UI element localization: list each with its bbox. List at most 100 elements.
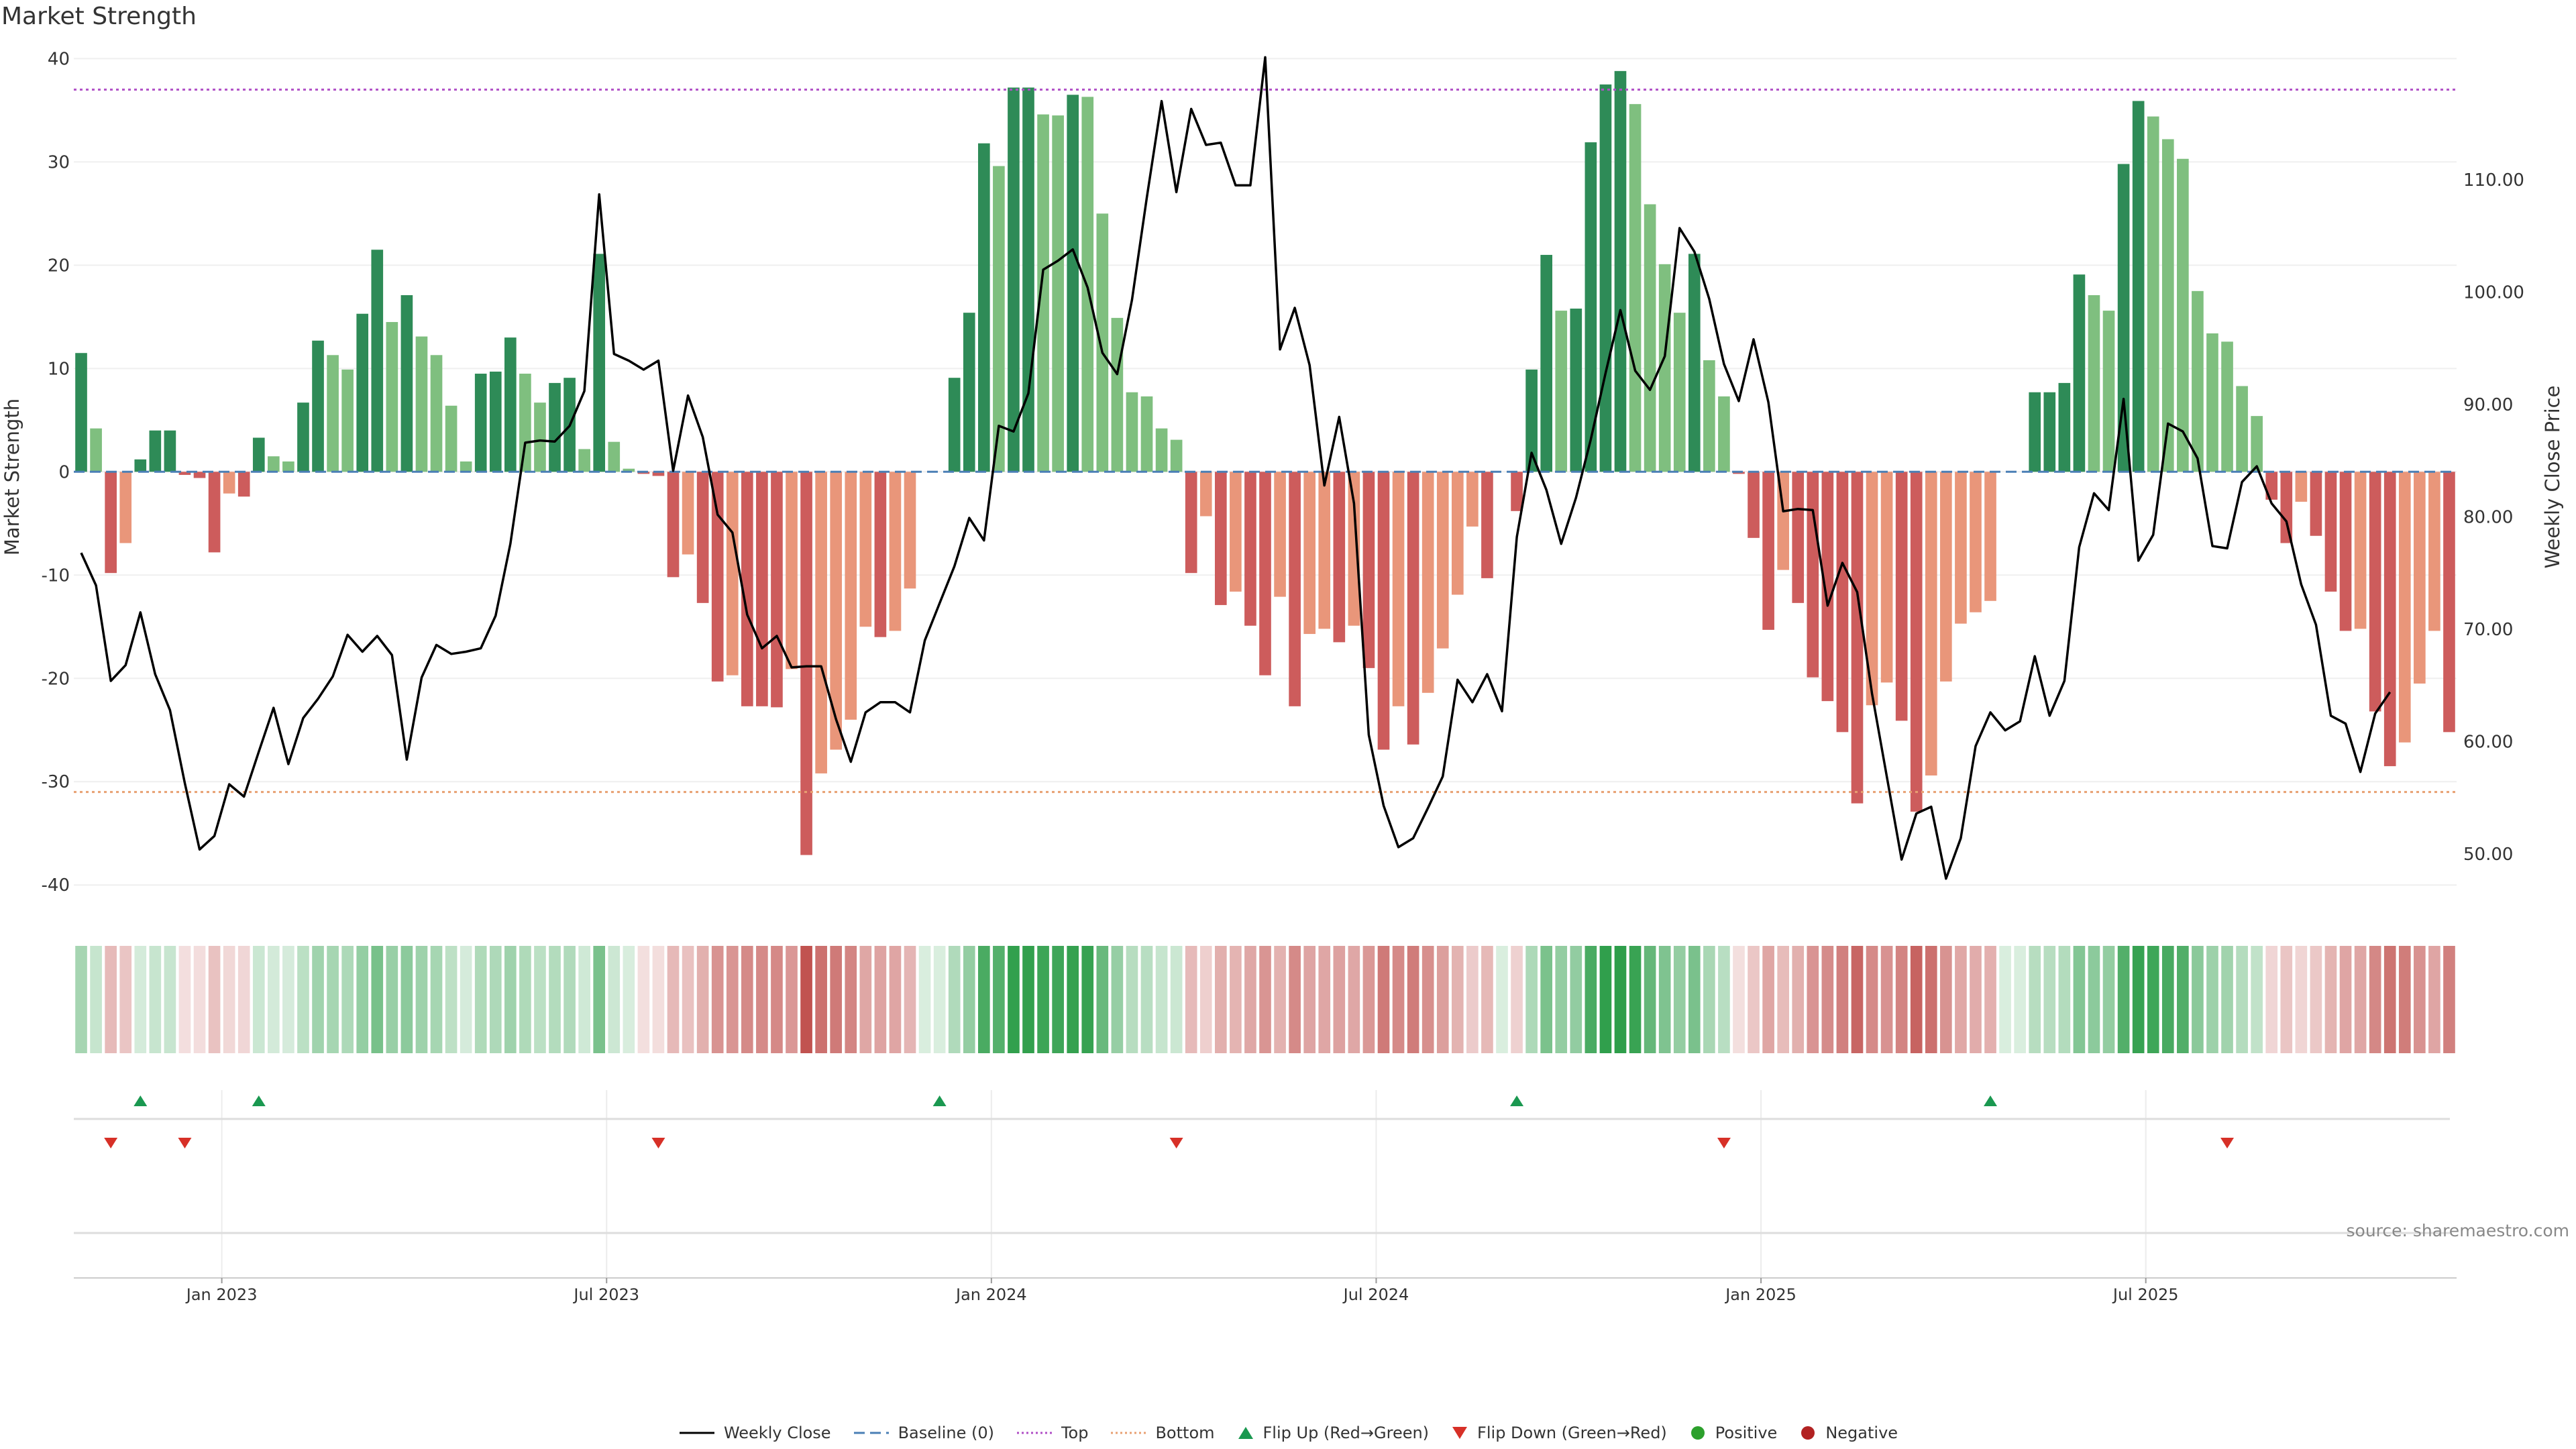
heat-strip-cell [2383,946,2396,1053]
y-right-tick-label: 90.00 [2463,395,2513,415]
legend-label: Weekly Close [723,1424,831,1442]
heat-strip-cell [1762,946,1774,1053]
strength-bar [2161,139,2174,472]
heat-strip-cell [1496,946,1508,1053]
heat-strip-cell [1629,946,1642,1053]
legend-label: Bottom [1155,1424,1215,1442]
heat-strip-cell [549,946,561,1053]
heat-strip-cell [1718,946,1730,1053]
flip-down-marker [178,1138,192,1148]
legend-label: Flip Down (Green→Red) [1477,1424,1667,1442]
heat-strip-cell [608,946,621,1053]
heat-strip-cell [1008,946,1020,1053]
strength-bar [1895,472,1908,721]
strength-bar [1377,472,1390,750]
legend-label: Negative [1825,1424,1898,1442]
legend-bottom: Bottom [1110,1424,1215,1442]
strength-bar [1673,313,1686,472]
heat-strip-cell [2339,946,2352,1053]
strength-bar [549,382,561,472]
heat-strip-cell [2251,946,2263,1053]
strength-bar [815,472,827,773]
heat-strip-cell [1984,946,1996,1053]
heat-strip-cell [726,946,739,1053]
heat-strip-cell [282,946,294,1053]
heat-strip-cell [75,946,87,1053]
strength-bar [1688,254,1701,472]
strength-bar [341,369,354,472]
heat-strip-cell [1955,946,1967,1053]
legend-positive: Positive [1688,1424,1778,1442]
strength-bar [1955,472,1967,624]
strength-bar [1037,114,1049,472]
legend-label: Positive [1715,1424,1778,1442]
heat-strip-cell [786,946,798,1053]
strength-bar [1644,204,1656,472]
flip-down-marker [1169,1138,1183,1148]
heat-strip-cell [1466,946,1479,1053]
strength-bar [578,449,590,472]
strength-bar [2088,295,2100,472]
heat-strip-cell [652,946,665,1053]
strength-bar [948,378,961,472]
heat-strip-cell [2192,946,2204,1053]
heat-strip-cell [1821,946,1834,1053]
strength-bar [119,472,132,543]
heat-strip-cell [2354,946,2367,1053]
heat-strip-cell [2014,946,2026,1053]
heat-strip-cell [519,946,531,1053]
legend-baseline: Baseline (0) [853,1424,994,1442]
heat-strip-cell [564,946,576,1053]
strength-bar [593,254,606,472]
y-right-tick-label: 80.00 [2463,507,2513,527]
legend-flip-down: Flip Down (Green→Red) [1450,1424,1667,1442]
heat-strip-cell [1525,946,1538,1053]
heat-strip-cell [1230,946,1242,1053]
heat-strip-cell [711,946,724,1053]
heat-strip-cell [578,946,590,1053]
heat-strip-cell [993,946,1005,1053]
y-left-tick-label: 10 [48,359,70,379]
strength-bar [1407,472,1419,745]
legend-label: Flip Up (Red→Green) [1263,1424,1430,1442]
strength-bar [445,405,458,472]
strength-bar [993,166,1005,472]
heat-strip-cell [2221,946,2233,1053]
strength-bar [2280,472,2293,543]
heat-strip-cell [1126,946,1138,1053]
heat-strip-cell [918,946,931,1053]
heat-strip-cell [2428,946,2440,1053]
heat-strip-cell [667,946,680,1053]
heat-strip-cell [460,946,472,1053]
strength-bar [1052,115,1064,472]
heat-strip-cell [963,946,975,1053]
strength-bar [2295,472,2308,502]
y-left-tick-label: -10 [42,566,70,586]
strength-bar [1259,472,1271,676]
strength-bar [1866,472,1878,706]
strength-bar [1451,472,1464,595]
strength-bar [1067,95,1079,472]
strength-bar [504,337,517,472]
heat-strip-cell [400,946,413,1053]
heat-strip-cell [1096,946,1109,1053]
x-tick-label: Jan 2023 [185,1285,258,1304]
heat-strip-cell [1348,946,1360,1053]
heat-strip-cell [1140,946,1153,1053]
strength-bar [2369,472,2381,712]
strength-bar [2398,472,2411,743]
strength-bar [726,472,739,676]
strength-bar [237,472,250,497]
strength-bar [977,143,990,472]
strength-bar [1570,309,1582,472]
strength-bar [178,472,191,475]
heat-strip-cell [2443,946,2455,1053]
y-left-tick-label: 20 [48,256,70,276]
heat-strip-cell [1836,946,1849,1053]
strength-bar [1199,472,1212,517]
heat-strip-cell [2029,946,2041,1053]
heat-strip-cell [2147,946,2159,1053]
strength-bar [1185,472,1197,574]
flip-up-marker [1984,1095,1998,1106]
